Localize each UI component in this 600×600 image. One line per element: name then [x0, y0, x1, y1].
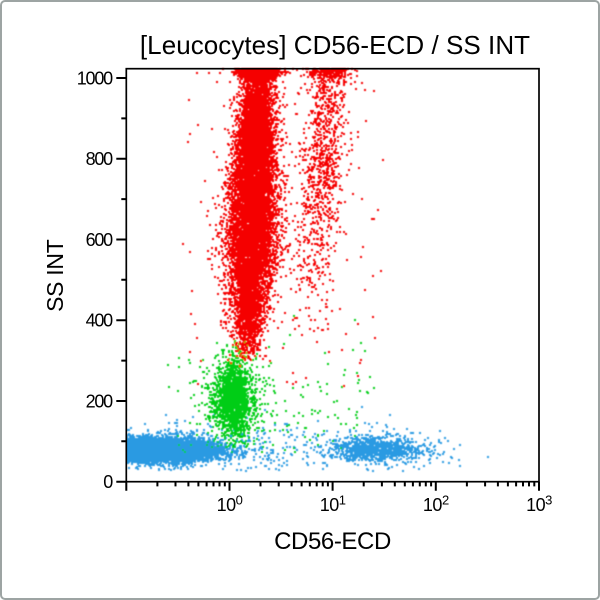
svg-text:[Leucocytes] CD56-ECD / SS INT: [Leucocytes] CD56-ECD / SS INT: [140, 30, 530, 60]
svg-text:200: 200: [86, 391, 114, 411]
svg-text:1000: 1000: [77, 68, 113, 88]
svg-text:600: 600: [86, 230, 114, 250]
svg-text:102: 102: [423, 493, 449, 516]
svg-text:CD56-ECD: CD56-ECD: [274, 528, 391, 555]
svg-text:400: 400: [86, 311, 114, 331]
svg-text:103: 103: [526, 493, 552, 516]
svg-text:100: 100: [217, 493, 243, 516]
svg-text:SS INT: SS INT: [42, 239, 68, 312]
svg-text:800: 800: [86, 149, 114, 169]
svg-text:101: 101: [320, 493, 346, 516]
svg-text:0: 0: [103, 472, 113, 492]
